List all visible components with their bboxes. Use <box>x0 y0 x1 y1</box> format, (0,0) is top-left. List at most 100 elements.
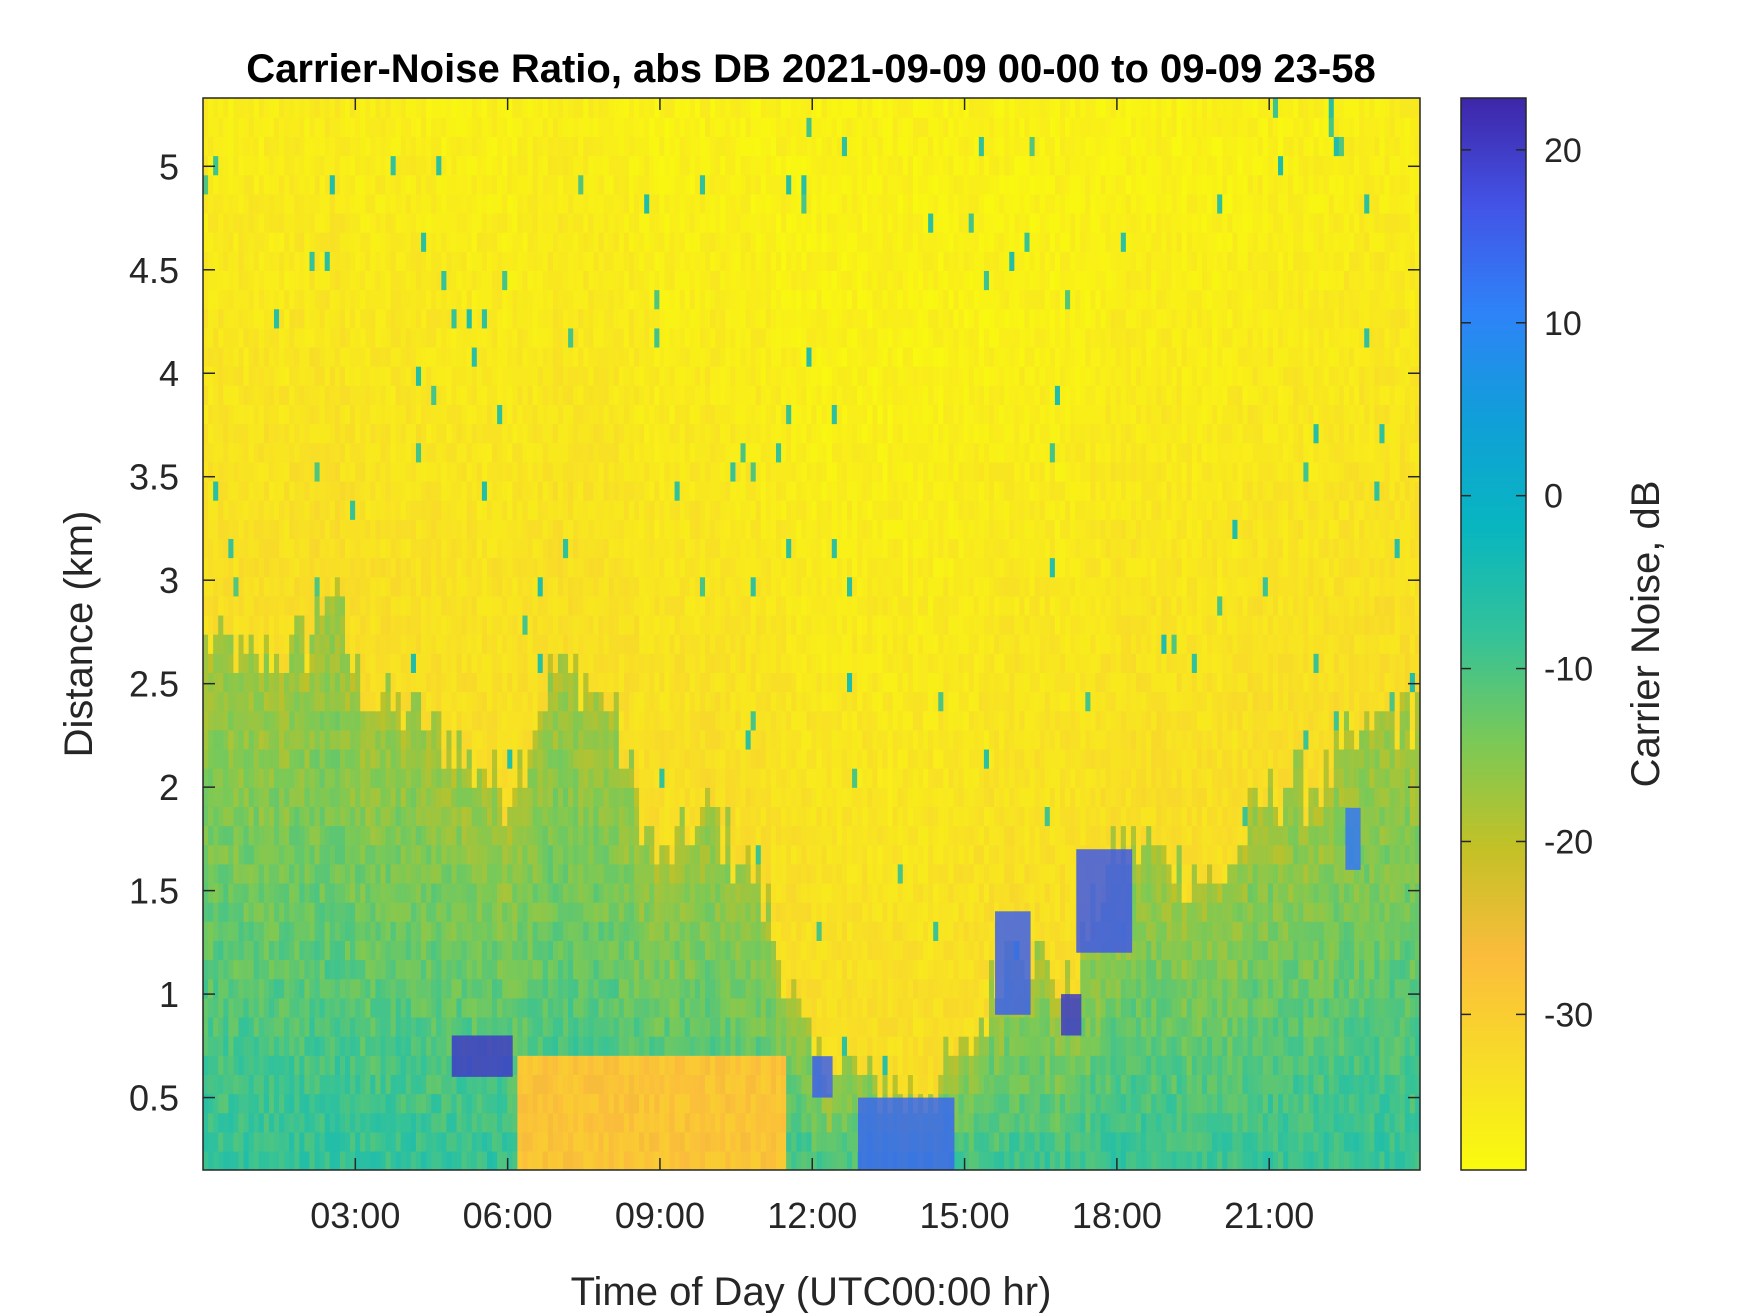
heatmap-cell <box>573 691 579 712</box>
heatmap-cell <box>421 480 427 501</box>
heatmap-cell <box>405 595 412 616</box>
heatmap-cell <box>314 519 321 539</box>
heatmap-cell <box>466 1131 473 1152</box>
heatmap-cell <box>441 193 448 214</box>
heatmap-cell <box>334 251 341 271</box>
heatmap-cell <box>583 1055 590 1075</box>
heatmap-cell <box>436 653 443 673</box>
heatmap-cell <box>552 806 559 827</box>
heatmap-cell <box>203 193 209 214</box>
heatmap-cell <box>344 729 351 750</box>
heatmap-cell <box>471 98 478 118</box>
heatmap-cell <box>426 672 432 693</box>
heatmap-cell <box>243 98 250 118</box>
heatmap-cell <box>385 921 392 941</box>
heatmap-cell <box>527 270 534 291</box>
heatmap-cell <box>309 232 316 252</box>
heatmap-cell <box>568 519 574 539</box>
heatmap-cell <box>258 710 265 731</box>
heatmap-cell <box>248 461 255 482</box>
heatmap-cell <box>380 232 387 252</box>
heatmap-cell <box>253 155 260 176</box>
heatmap-cell <box>385 385 392 405</box>
heatmap-cell <box>481 404 488 425</box>
heatmap-cell <box>461 442 468 463</box>
heatmap-cell <box>588 423 595 444</box>
heatmap-cell <box>400 308 407 329</box>
heatmap-cell <box>299 136 306 157</box>
heatmap-cell <box>415 863 422 884</box>
heatmap-cell <box>344 691 351 712</box>
heatmap-cell <box>213 1055 219 1075</box>
heatmap-cell <box>608 672 615 693</box>
heatmap-cell <box>634 155 640 176</box>
heatmap-cell <box>608 978 615 999</box>
heatmap-cell <box>603 825 610 846</box>
heatmap-cell <box>654 921 661 941</box>
heatmap-cell <box>203 289 209 310</box>
heatmap-cell <box>573 136 579 157</box>
heatmap-cell <box>532 385 539 405</box>
heatmap-cell <box>618 1131 625 1152</box>
heatmap-cell <box>421 270 427 291</box>
heatmap-cell <box>517 327 524 348</box>
heatmap-cell <box>537 768 544 788</box>
heatmap-cell <box>228 98 235 118</box>
heatmap-cell <box>268 289 275 310</box>
heatmap-cell <box>213 653 219 673</box>
heatmap-cell <box>552 232 559 252</box>
heatmap-cell <box>243 117 250 137</box>
heatmap-cell <box>568 634 574 654</box>
heatmap-cell <box>324 940 331 961</box>
heatmap-cell <box>563 193 569 214</box>
heatmap-cell <box>238 806 245 827</box>
heatmap-cell <box>441 1074 448 1095</box>
heatmap-cell <box>329 595 336 616</box>
heatmap-cell <box>628 1074 635 1095</box>
heatmap-cell <box>299 921 306 941</box>
heatmap-cell <box>497 672 503 693</box>
heatmap-cell <box>542 902 549 922</box>
heatmap-cell <box>385 710 392 731</box>
heatmap-cell <box>213 576 219 597</box>
heatmap-cell <box>213 442 219 463</box>
heatmap-cell <box>644 500 650 520</box>
heatmap-cell <box>441 385 448 405</box>
heatmap-cell <box>405 442 412 463</box>
heatmap-cell <box>456 653 463 673</box>
heatmap-cell <box>400 978 407 999</box>
heatmap-cell <box>355 480 361 501</box>
heatmap-cell <box>456 825 463 846</box>
heatmap-cell <box>573 461 579 482</box>
heatmap-cell <box>563 461 569 482</box>
heatmap-cell <box>228 1093 235 1114</box>
heatmap-cell <box>497 959 503 980</box>
heatmap-cell <box>603 1036 610 1056</box>
heatmap-cell <box>497 327 503 348</box>
heatmap-cell <box>517 423 524 444</box>
heatmap-cell <box>466 212 473 233</box>
heatmap-cell <box>552 959 559 980</box>
heatmap-cell <box>527 959 534 980</box>
heatmap-cell <box>613 385 620 405</box>
heatmap-cell <box>568 251 574 271</box>
heatmap-cell <box>588 672 595 693</box>
heatmap-cell <box>563 174 569 195</box>
heatmap-cell <box>613 787 620 807</box>
heatmap-cell <box>344 748 351 769</box>
heatmap-cell <box>431 959 437 980</box>
heatmap-cell <box>233 251 240 271</box>
heatmap-cell <box>304 423 311 444</box>
heatmap-cell <box>203 404 209 425</box>
heatmap-cell <box>441 480 448 501</box>
heatmap-cell <box>603 193 610 214</box>
heatmap-cell <box>446 1074 453 1095</box>
heatmap-cell <box>289 825 295 846</box>
heatmap-cell <box>289 1093 295 1114</box>
heatmap-cell <box>436 346 443 367</box>
heatmap-cell <box>355 461 361 482</box>
heatmap-cell <box>279 710 285 731</box>
heatmap-cell <box>578 1150 585 1170</box>
heatmap-cell <box>410 308 417 329</box>
heatmap-cell <box>365 174 372 195</box>
